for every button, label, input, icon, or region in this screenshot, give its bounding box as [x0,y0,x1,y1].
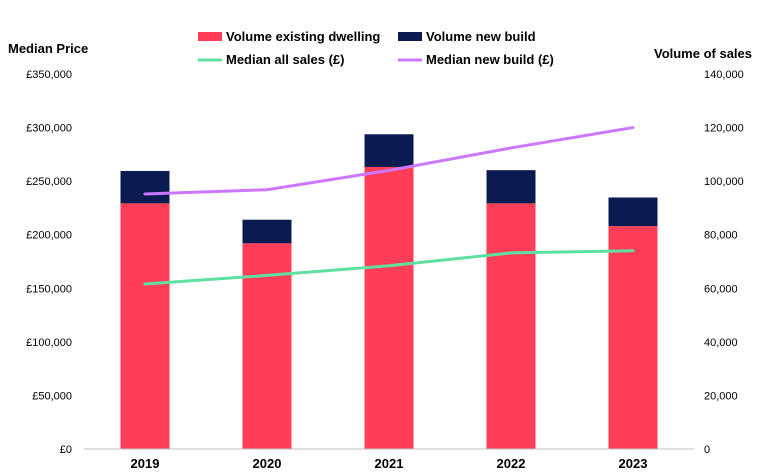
category-labels: 2019 2020 2021 2022 2023 [131,456,648,471]
right-tick-label: 0 [704,444,710,456]
category-label: 2020 [253,456,282,471]
left-tick-label: £100,000 [26,337,72,349]
right-tick-label: 60,000 [704,283,738,295]
right-axis-ticks: 0 20,000 40,000 60,000 80,000 100,000 120,000 1… [704,69,744,456]
left-tick-label: £250,000 [26,176,72,188]
bar-new-build-2022 [486,170,536,204]
bar-existing-dwelling-2019 [120,203,170,449]
right-tick-label: 40,000 [704,337,738,349]
legend-label: Volume existing dwelling [226,29,380,44]
legend-label: Volume new build [426,29,536,44]
bar-new-build-2023 [608,197,658,227]
legend-swatch [198,32,222,41]
left-tick-label: £150,000 [26,283,72,295]
left-tick-label: £300,000 [26,123,72,135]
category-label: 2022 [497,456,526,471]
bar-new-build-2019 [120,170,170,204]
bar-existing-dwelling-2022 [486,203,536,449]
left-tick-label: £350,000 [26,69,72,81]
legend: Volume existing dwelling Volume new build… [198,29,554,67]
category-label: 2019 [131,456,160,471]
series-lines [143,126,635,286]
right-tick-label: 140,000 [704,69,744,81]
bar-new-build-2021 [364,134,414,167]
legend-label: Median all sales (£) [226,52,345,67]
bars [120,134,658,450]
left-axis-ticks: £0 £50,000 £100,000 £150,000 £200,000 £250,00… [26,69,72,456]
bar-existing-dwelling-2021 [364,166,414,450]
line-median-new-build [143,126,635,196]
category-label: 2023 [619,456,648,471]
right-tick-label: 20,000 [704,390,738,402]
legend-swatch [398,32,422,41]
left-tick-label: £50,000 [32,390,72,402]
left-tick-label: £0 [60,444,72,456]
bar-existing-dwelling-2023 [608,226,658,449]
legend-label: Median new build (£) [426,52,554,67]
line-median-all-sales [143,249,635,286]
right-tick-label: 80,000 [704,230,738,242]
left-tick-label: £200,000 [26,230,72,242]
left-axis-title: Median Price [8,41,88,56]
bar-new-build-2020 [242,219,292,244]
category-label: 2021 [375,456,404,471]
right-tick-label: 100,000 [704,176,744,188]
right-tick-label: 120,000 [704,123,744,135]
right-axis-title: Volume of sales [654,46,752,61]
